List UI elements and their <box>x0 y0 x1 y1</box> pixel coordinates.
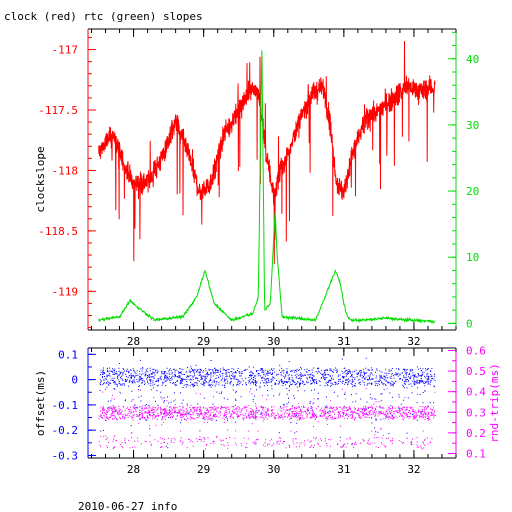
y-left-tick-label: -0.1 <box>52 399 79 412</box>
y-right-tick-label: 0.3 <box>466 406 486 419</box>
rndtrip-series-points <box>98 388 436 450</box>
y-left-tick-label: -117.5 <box>38 104 78 117</box>
clock-series-line <box>98 41 436 264</box>
y-right-tick-label: 0.4 <box>466 386 486 399</box>
y-right-tick-label: 20 <box>466 185 479 198</box>
slope-panel: 28 29 30 31 32 -117 -117.5 -118 -118.5 -119 0 10 20 3… <box>34 28 479 348</box>
y-right-tick-label: 0 <box>466 317 473 330</box>
x-tick-label: 31 <box>337 335 350 348</box>
y-left-tick-label: -0.3 <box>52 449 79 462</box>
x-tick-label: 30 <box>267 463 280 476</box>
y-right-tick-label: 0.2 <box>466 427 486 440</box>
y-right-tick-label: 0.5 <box>466 365 486 378</box>
offset-series-points <box>99 357 436 449</box>
y-left-tick-label: -119 <box>52 285 79 298</box>
chart-title: clock (red) rtc (green) slopes <box>4 10 203 23</box>
y-right-tick-label: 40 <box>466 53 479 66</box>
y-left-axis-label: clockslope <box>34 146 47 212</box>
x-tick-label: 29 <box>197 463 210 476</box>
offset-panel: 28 29 30 31 32 0.1 0 -0.1 -0.2 -0.3 0.6 0.5 0.4 0.3 0.… <box>34 344 501 476</box>
x-tick-label: 30 <box>267 335 280 348</box>
y-right-axis-label: rnd-trip(ms) <box>488 363 501 442</box>
x-tick-label: 31 <box>337 463 350 476</box>
x-tick-label: 32 <box>407 463 420 476</box>
footer-info: 2010-06-27 info <box>78 500 177 512</box>
y-left-tick-label: -118 <box>52 164 79 177</box>
rtc-series-line <box>98 50 436 325</box>
y-left-tick-label: -117 <box>52 44 79 57</box>
y-right-tick-label: 0.1 <box>466 447 486 460</box>
y-left-tick-label: 0 <box>71 374 78 387</box>
x-tick-label: 28 <box>127 335 140 348</box>
y-right-tick-label: 30 <box>466 119 479 132</box>
x-tick-label: 32 <box>407 335 420 348</box>
y-left-tick-label: -0.2 <box>52 424 79 437</box>
y-left-axis-label: offset(ms) <box>34 370 47 436</box>
y-left-tick-label: -118.5 <box>38 225 78 238</box>
y-right-tick-label: 10 <box>466 251 479 264</box>
x-tick-label: 29 <box>197 335 210 348</box>
y-right-tick-label: 0.6 <box>466 344 486 357</box>
y-left-tick-label: 0.1 <box>58 348 78 361</box>
x-tick-label: 28 <box>127 463 140 476</box>
